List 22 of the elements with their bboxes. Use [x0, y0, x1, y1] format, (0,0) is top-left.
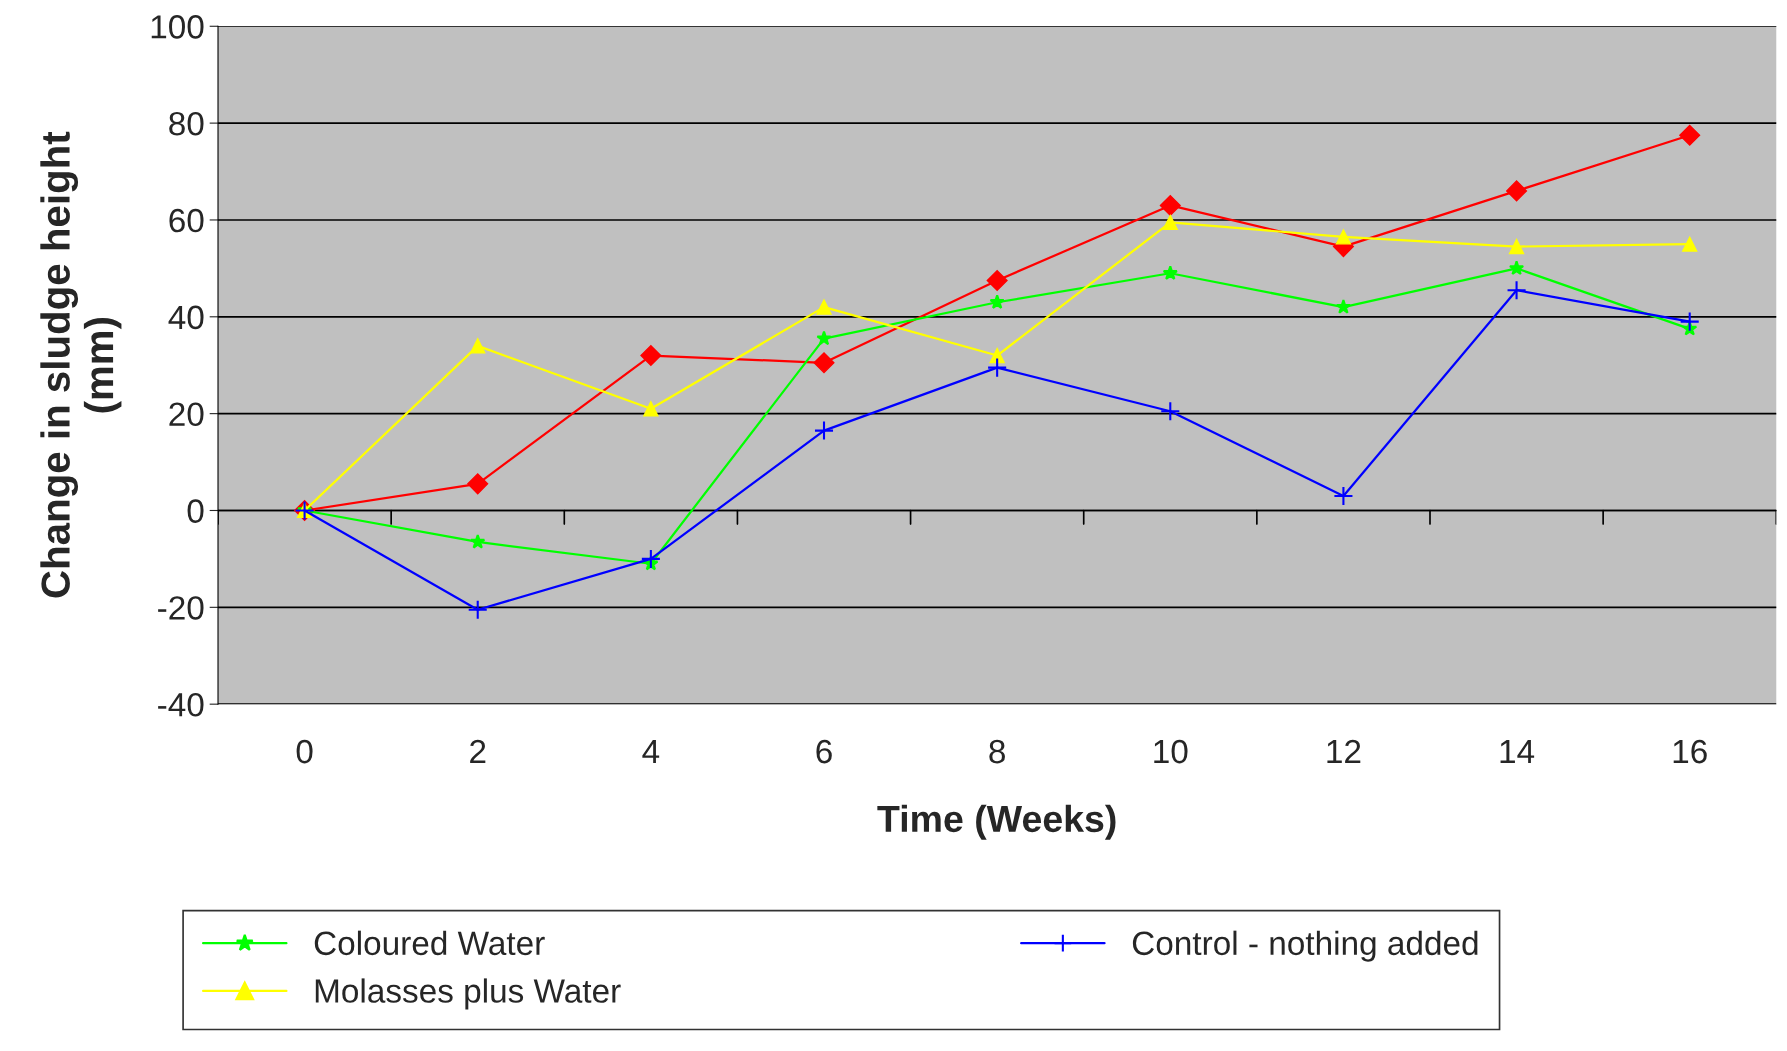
x-axis-title: Time (Weeks): [877, 804, 1116, 840]
legend-label: Molasses plus Water: [315, 978, 621, 1010]
y-tick-label: -40: [158, 692, 204, 717]
y-tick-label: 60: [169, 208, 204, 233]
legend-label: Coloured Water: [314, 930, 545, 956]
y-tick-label: -20: [158, 596, 204, 620]
legend-label: Control - nothing added: [1132, 930, 1478, 962]
x-tick-label: 8: [989, 739, 1005, 764]
y-tick-label: 0: [187, 499, 204, 523]
y-tick-label: 100: [151, 15, 204, 39]
x-tick-label: 12: [1327, 739, 1361, 764]
x-tick-label: 0: [296, 739, 313, 764]
x-tick-label: 2: [470, 739, 486, 764]
x-tick-label: 14: [1500, 740, 1535, 764]
y-tick-label: 80: [169, 111, 204, 136]
y-tick-label: 20: [169, 402, 204, 427]
x-tick-label: 6: [816, 739, 832, 764]
x-tick-label: 16: [1673, 739, 1707, 764]
x-tick-label: 4: [642, 740, 660, 764]
y-tick-label: 40: [168, 305, 204, 330]
x-tick-label: 10: [1154, 739, 1188, 764]
y-axis-title: Change in sludge height (mm): [40, 131, 122, 598]
